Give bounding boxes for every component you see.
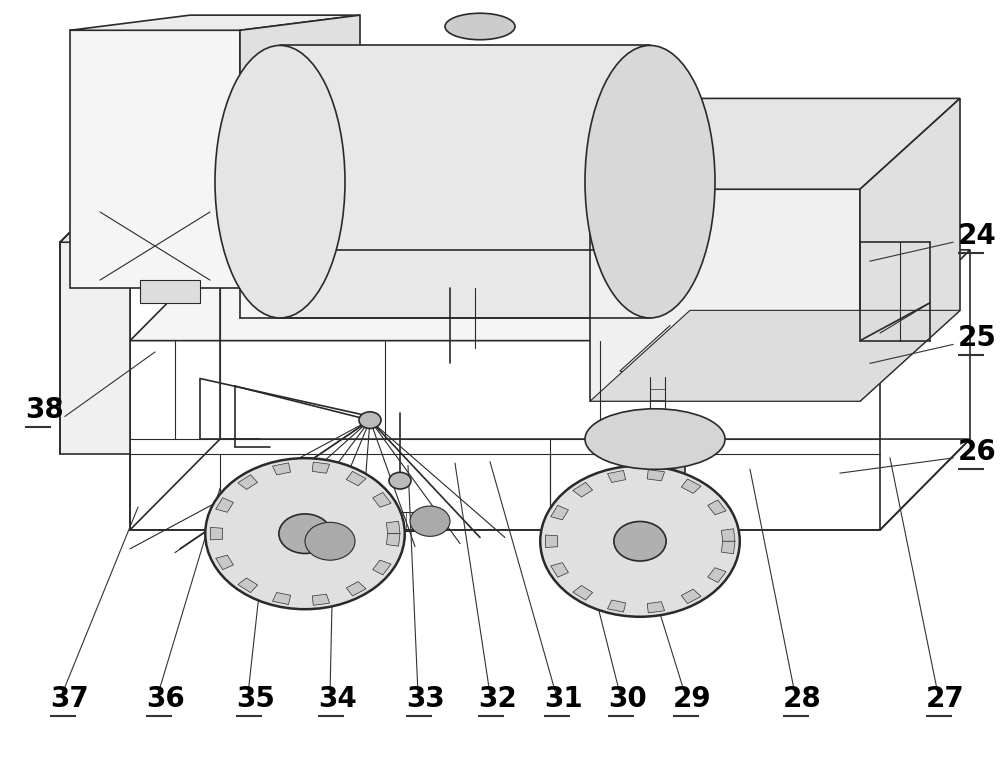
Polygon shape xyxy=(573,585,593,600)
Polygon shape xyxy=(721,529,735,541)
Polygon shape xyxy=(70,30,240,288)
Polygon shape xyxy=(551,506,568,520)
Ellipse shape xyxy=(389,472,411,489)
Polygon shape xyxy=(312,594,330,606)
Ellipse shape xyxy=(585,45,715,318)
Ellipse shape xyxy=(445,14,515,39)
Polygon shape xyxy=(573,482,593,497)
Polygon shape xyxy=(273,463,291,475)
Polygon shape xyxy=(238,475,258,490)
Polygon shape xyxy=(721,541,735,553)
Polygon shape xyxy=(280,45,650,318)
Polygon shape xyxy=(386,522,400,534)
Polygon shape xyxy=(238,578,258,593)
Polygon shape xyxy=(681,589,701,603)
Ellipse shape xyxy=(279,514,331,553)
Text: 30: 30 xyxy=(608,685,647,713)
Polygon shape xyxy=(373,493,391,507)
Polygon shape xyxy=(860,98,960,401)
Polygon shape xyxy=(545,535,558,547)
Polygon shape xyxy=(346,472,366,486)
Text: 35: 35 xyxy=(236,685,275,713)
Polygon shape xyxy=(590,310,960,401)
Polygon shape xyxy=(608,600,626,612)
Text: 27: 27 xyxy=(926,685,965,713)
Polygon shape xyxy=(240,15,360,288)
Polygon shape xyxy=(140,280,200,303)
Polygon shape xyxy=(273,593,291,605)
Polygon shape xyxy=(70,15,360,30)
Polygon shape xyxy=(130,250,970,341)
Ellipse shape xyxy=(585,409,725,469)
Text: 36: 36 xyxy=(146,685,185,713)
Text: 38: 38 xyxy=(25,396,64,424)
Ellipse shape xyxy=(614,522,666,561)
Polygon shape xyxy=(708,568,726,582)
Polygon shape xyxy=(60,242,130,454)
Text: 24: 24 xyxy=(958,222,997,250)
Ellipse shape xyxy=(205,458,405,609)
Polygon shape xyxy=(608,470,626,482)
Text: 32: 32 xyxy=(478,685,517,713)
Polygon shape xyxy=(647,602,665,613)
Polygon shape xyxy=(216,498,233,512)
Polygon shape xyxy=(681,479,701,494)
Polygon shape xyxy=(312,462,330,473)
Text: 26: 26 xyxy=(958,438,997,466)
Text: 37: 37 xyxy=(50,685,89,713)
Polygon shape xyxy=(590,98,960,189)
Polygon shape xyxy=(590,189,860,401)
Ellipse shape xyxy=(540,466,740,617)
Ellipse shape xyxy=(410,506,450,536)
Polygon shape xyxy=(210,528,223,540)
Polygon shape xyxy=(647,469,665,481)
Ellipse shape xyxy=(305,522,355,560)
Text: 33: 33 xyxy=(406,685,445,713)
Text: 34: 34 xyxy=(318,685,357,713)
Polygon shape xyxy=(346,581,366,596)
Polygon shape xyxy=(60,151,220,242)
Polygon shape xyxy=(373,560,391,575)
Text: 29: 29 xyxy=(673,685,712,713)
Ellipse shape xyxy=(359,412,381,428)
Polygon shape xyxy=(386,534,400,546)
Polygon shape xyxy=(216,555,233,569)
Text: 25: 25 xyxy=(958,324,997,352)
Polygon shape xyxy=(708,500,726,515)
Text: 28: 28 xyxy=(783,685,822,713)
Ellipse shape xyxy=(215,45,345,318)
Polygon shape xyxy=(625,447,685,484)
Polygon shape xyxy=(551,562,568,578)
Text: 31: 31 xyxy=(544,685,583,713)
